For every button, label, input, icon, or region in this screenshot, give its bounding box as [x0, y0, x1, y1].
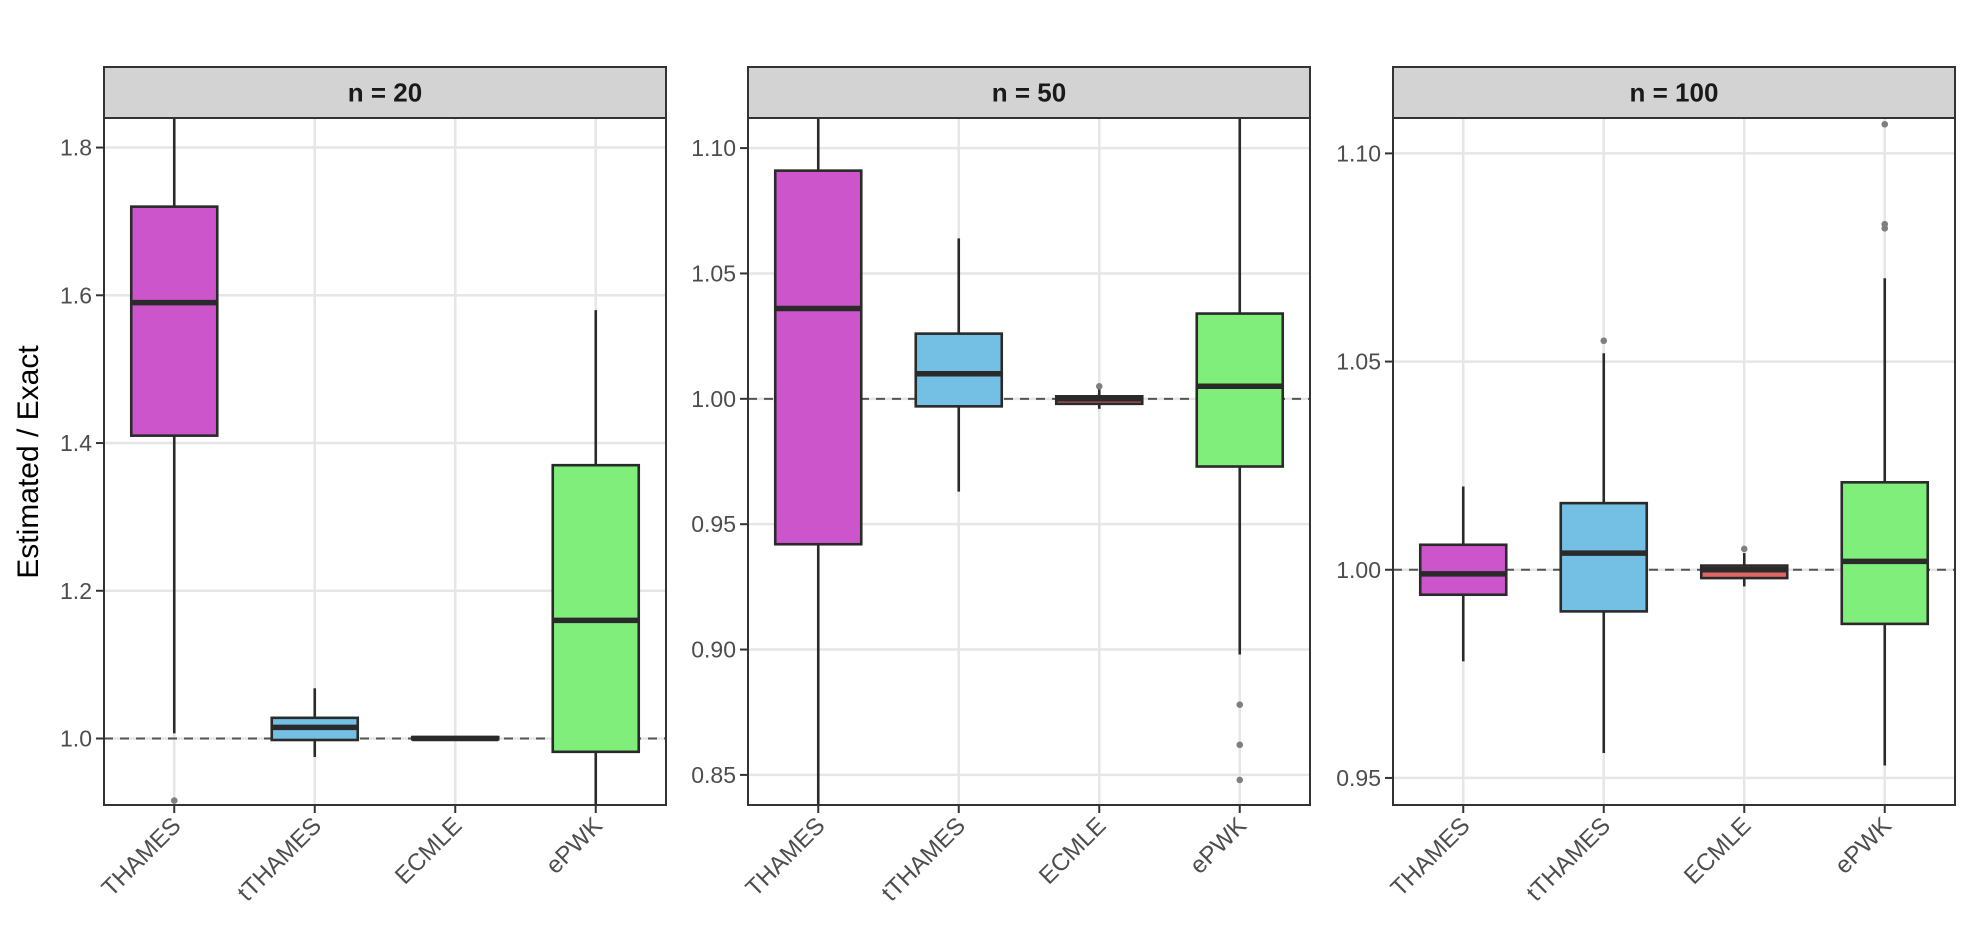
panel-2-xtick-label-ECMLE: ECMLE [1034, 812, 1112, 890]
panel-2-ECMLE-outlier-0 [1095, 382, 1103, 390]
panel-3-THAMES-box [1418, 543, 1508, 597]
y-axis-label: Estimated / Exact [12, 345, 45, 579]
panel-2-ytick-label-0: 0.85 [691, 762, 736, 788]
panel-2-strip-title: n = 50 [992, 78, 1066, 108]
panel-2-ytick-label-4: 1.05 [691, 260, 736, 286]
panel-3-tTHAMES-outlier-0 [1600, 337, 1608, 345]
panel-3-ytick-label-1: 1.00 [1336, 557, 1381, 583]
panel-3-xtick-label-ePWK: ePWK [1830, 812, 1897, 879]
panel-3-strip [1392, 66, 1956, 119]
panel-2-xtick-label-ePWK: ePWK [1185, 812, 1252, 879]
panel-2-ePWK-outlier-2 [1236, 776, 1244, 784]
panel-3-ePWK-box [1840, 481, 1930, 626]
panel-2-ytick-label-3: 1.00 [691, 386, 736, 412]
panel-3-ePWK-outlier-1 [1881, 220, 1889, 228]
panel-3-ePWK-outlier-2 [1881, 120, 1889, 128]
panel-2-ePWK-box [1195, 312, 1285, 468]
panel-3-ytick-label-0: 0.95 [1336, 765, 1381, 791]
panel-2-xtick-label-THAMES: THAMES [741, 812, 831, 902]
panel-1-xtick-label-tTHAMES: tTHAMES [232, 812, 327, 907]
panel-1-strip [103, 66, 667, 119]
panel-1-THAMES-outlier-0 [170, 797, 178, 804]
panel-2-ytick-label-2: 0.95 [691, 511, 736, 537]
panel-1-ytick-label-0: 1.0 [60, 726, 92, 752]
panel-1-ytick-label-1: 1.2 [60, 578, 92, 604]
panel-1-xtick-label-THAMES: THAMES [97, 812, 187, 902]
panel-3-ytick-label-2: 1.05 [1336, 349, 1381, 375]
panel-3-background [1393, 118, 1955, 805]
panel-1-xtick-label-ePWK: ePWK [541, 812, 608, 879]
panel-3-xtick-label-THAMES: THAMES [1386, 812, 1476, 902]
panel-2-ytick-label-1: 0.90 [691, 637, 736, 663]
panel-1-ytick-label-4: 1.8 [60, 135, 92, 161]
panel-1-THAMES-box [129, 205, 219, 437]
panel-3-ECMLE-outlier-0 [1740, 545, 1748, 553]
panel-1-ePWK-box [551, 463, 641, 754]
panel-3-tTHAMES-box [1559, 501, 1649, 613]
panel-3-strip-title: n = 100 [1630, 78, 1719, 108]
panel-1-strip-title: n = 20 [348, 78, 422, 108]
panel-2-strip [747, 66, 1311, 119]
panel-3-xtick-label-ECMLE: ECMLE [1679, 812, 1757, 890]
panel-2-ePWK-outlier-1 [1236, 741, 1244, 749]
panel-2-ytick-label-5: 1.10 [691, 135, 736, 161]
panel-1-xtick-label-ECMLE: ECMLE [390, 812, 468, 890]
panel-2-THAMES-box [773, 169, 863, 546]
panel-2-ePWK-outlier-0 [1236, 701, 1244, 709]
panel-1-ytick-label-2: 1.4 [60, 430, 92, 456]
panel-2-tTHAMES-box [914, 332, 1004, 408]
panel-1-ytick-label-3: 1.6 [60, 282, 92, 308]
panel-2-xtick-label-tTHAMES: tTHAMES [876, 812, 971, 907]
panel-3-ytick-label-3: 1.10 [1336, 140, 1381, 166]
panel-3-xtick-label-tTHAMES: tTHAMES [1521, 812, 1616, 907]
